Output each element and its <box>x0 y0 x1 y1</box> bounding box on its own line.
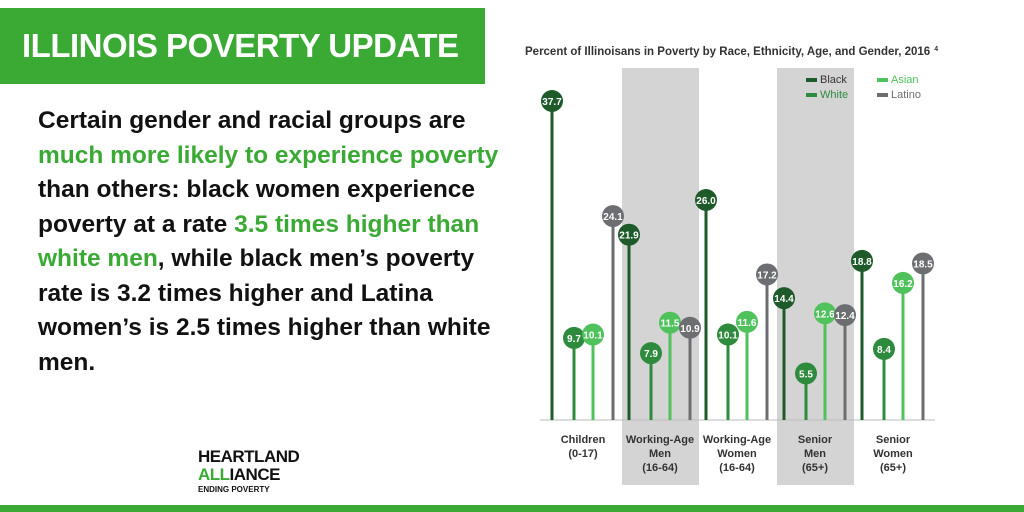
x-tick-label: Women <box>717 448 757 460</box>
value-label: 5.5 <box>799 369 813 380</box>
x-tick-label: Women <box>873 448 913 460</box>
value-label: 21.9 <box>619 231 639 242</box>
x-tick-label: (65+) <box>802 462 828 474</box>
value-label: 10.1 <box>718 331 738 342</box>
value-label: 12.4 <box>835 311 855 322</box>
lollipop-head <box>736 310 758 333</box>
value-label: 26.0 <box>696 196 716 207</box>
lollipop-head <box>563 326 585 349</box>
x-tick-label: Working-Age <box>703 434 771 446</box>
lollipop-head <box>602 205 624 228</box>
x-tick-label: (16-64) <box>642 462 678 474</box>
lollipop-head <box>834 304 856 327</box>
lollipop-head <box>618 223 640 246</box>
lollipop-head <box>717 323 739 346</box>
legend-label: Black <box>820 74 847 86</box>
value-label: 18.5 <box>913 259 933 270</box>
x-tick-label: Children <box>561 434 606 446</box>
x-tick-label: Men <box>649 448 671 460</box>
x-tick-label: Working-Age <box>626 434 694 446</box>
lollipop-head <box>659 311 681 334</box>
logo-tagline: ENDING POVERTY <box>198 485 270 494</box>
title-note: 4 <box>934 46 938 53</box>
banner-title: ILLINOIS POVERTY UPDATE <box>0 8 485 84</box>
lollipop-head <box>851 249 873 272</box>
logo-line: ALLIANCE <box>198 466 299 484</box>
legend-label: Asian <box>891 74 919 86</box>
value-label: 9.7 <box>567 334 581 345</box>
x-tick-label: (65+) <box>880 462 906 474</box>
lollipop-head <box>773 287 795 310</box>
text-segment: , while black men’s poverty rate is 3.2 … <box>38 245 491 376</box>
legend-swatch <box>877 93 888 97</box>
value-label: 14.4 <box>774 294 794 305</box>
logo: HEARTLAND ALLIANCE ENDING POVERTY <box>198 447 300 495</box>
value-label: 16.2 <box>893 279 913 290</box>
value-label: 17.2 <box>757 270 777 281</box>
logo-segment: ALL <box>198 465 230 484</box>
logo-line: HEARTLAND <box>198 447 300 466</box>
paragraph: Certain gender and racial groups are muc… <box>38 104 518 380</box>
highlight-band <box>777 68 854 485</box>
x-tick-label: (0-17) <box>568 448 598 460</box>
legend-label: White <box>820 89 848 101</box>
value-label: 10.1 <box>583 331 603 342</box>
value-label: 7.9 <box>644 349 658 360</box>
logo-segment: IANCE <box>229 465 281 484</box>
value-label: 18.8 <box>852 257 872 268</box>
x-tick-label: Senior <box>798 434 833 446</box>
lollipop-head <box>541 90 563 112</box>
x-tick-label: Senior <box>876 434 911 446</box>
lollipop-head <box>892 271 914 294</box>
legend-label: Latino <box>891 89 921 101</box>
bottom-bar <box>0 505 1024 512</box>
text-segment: Certain gender and racial groups are <box>38 107 466 134</box>
value-label: 24.1 <box>603 212 623 223</box>
lollipop-head <box>695 189 717 211</box>
legend-swatch <box>806 78 817 82</box>
legend-swatch <box>877 78 888 82</box>
lollipop-head <box>679 316 701 339</box>
highlight-text: 3.5 times higher than white men <box>38 210 480 273</box>
x-tick-label: Men <box>804 448 826 460</box>
text-segment: than others: black women experience pove… <box>38 176 476 238</box>
value-label: 12.6 <box>815 309 835 320</box>
value-label: 11.5 <box>661 319 680 330</box>
lollipop-head <box>640 342 662 365</box>
lollipop-head <box>756 263 778 286</box>
lollipop-head <box>912 252 934 275</box>
value-label: 10.9 <box>680 324 700 335</box>
chart-title: Percent of Illinoisans in Poverty by Rac… <box>525 46 938 58</box>
lollipop-head <box>814 302 836 325</box>
x-tick-label: (16-64) <box>719 462 755 474</box>
lollipop-head <box>795 362 817 385</box>
value-label: 8.4 <box>877 345 891 356</box>
chart-title-text: Percent of Illinoisans in Poverty by Rac… <box>525 46 930 58</box>
highlight-band <box>622 68 699 485</box>
highlight-text: much more likely to experience poverty <box>38 141 499 169</box>
legend-swatch <box>806 93 817 97</box>
lollipop-head <box>873 337 895 360</box>
value-label: 37.7 <box>542 97 562 108</box>
lollipop-head <box>582 323 604 346</box>
value-label: 11.6 <box>738 318 757 329</box>
